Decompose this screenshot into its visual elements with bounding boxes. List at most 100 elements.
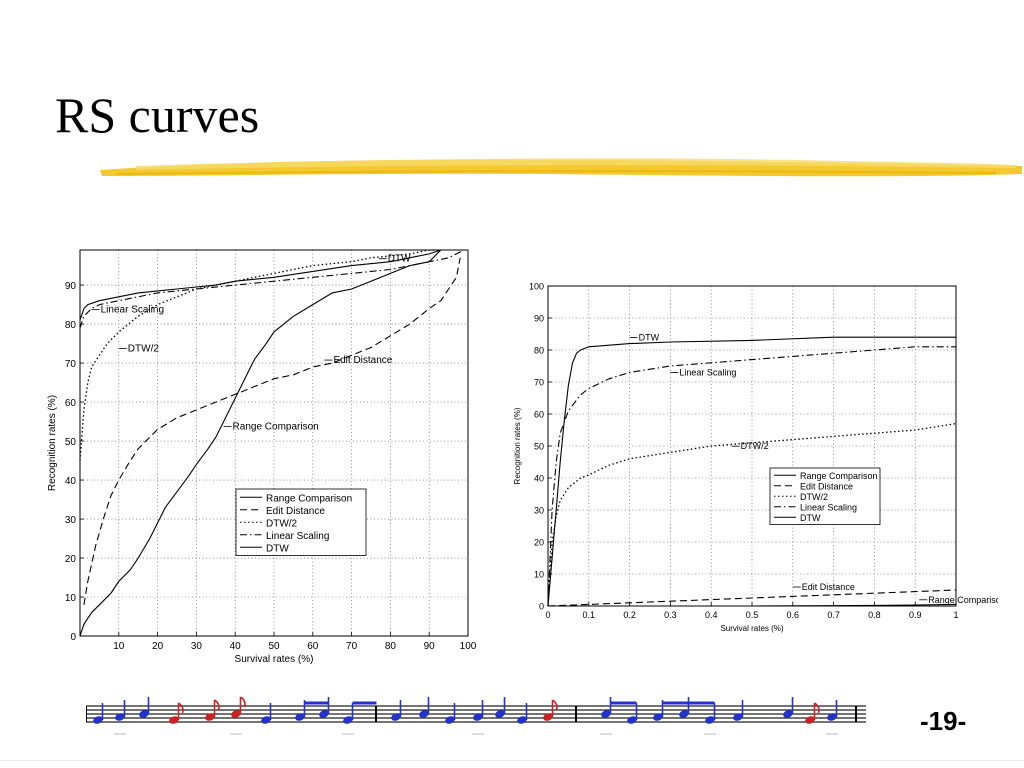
series-line-dtw-2 bbox=[79, 249, 437, 461]
bottom-rule bbox=[0, 760, 1024, 761]
y-tick-label: 50 bbox=[65, 437, 77, 448]
note-head bbox=[653, 713, 663, 721]
legend-label: Linear Scaling bbox=[800, 502, 857, 512]
x-tick-label: 0.3 bbox=[664, 610, 677, 620]
music-staff-decoration bbox=[86, 696, 866, 735]
x-tick-label: 70 bbox=[346, 641, 358, 652]
annotation-label: Edit Distance bbox=[333, 355, 392, 366]
legend-label: DTW bbox=[800, 513, 821, 523]
series-line-linear-scaling bbox=[547, 346, 956, 607]
note-flag bbox=[552, 699, 558, 711]
note-head bbox=[601, 710, 611, 718]
series-line-range-comparison bbox=[548, 603, 957, 607]
slide-title: RS curves bbox=[55, 87, 260, 143]
x-tick-label: 0.6 bbox=[787, 610, 800, 620]
y-tick-label: 30 bbox=[65, 515, 77, 526]
x-tick-label: 0.5 bbox=[746, 610, 759, 620]
note-head bbox=[419, 710, 429, 718]
y-tick-label: 70 bbox=[534, 378, 544, 388]
note-head bbox=[295, 713, 305, 721]
note-head bbox=[805, 716, 815, 724]
annotation-label: Linear Scaling bbox=[679, 368, 736, 378]
y-tick-label: 10 bbox=[534, 570, 544, 580]
y-tick-label: 80 bbox=[65, 320, 77, 331]
y-tick-label: 0 bbox=[539, 602, 544, 612]
note-flag bbox=[178, 702, 184, 714]
y-tick-label: 10 bbox=[65, 593, 77, 604]
note-head bbox=[783, 710, 793, 718]
x-tick-label: 80 bbox=[385, 641, 397, 652]
x-tick-label: 60 bbox=[307, 641, 319, 652]
note-head bbox=[343, 716, 353, 724]
note-head bbox=[495, 710, 505, 718]
x-tick-label: 90 bbox=[424, 641, 436, 652]
note-head bbox=[543, 713, 553, 721]
y-tick-label: 60 bbox=[65, 398, 77, 409]
x-tick-label: 10 bbox=[113, 641, 125, 652]
note-head bbox=[139, 710, 149, 718]
y-axis-label: Recognition rates (%) bbox=[513, 407, 522, 484]
note-head bbox=[205, 713, 215, 721]
x-tick-label: 0.7 bbox=[827, 610, 840, 620]
page-number: -19- bbox=[920, 706, 967, 736]
y-tick-label: 90 bbox=[65, 281, 77, 292]
legend-label: DTW/2 bbox=[800, 492, 828, 502]
x-axis-label: Survival rates (%) bbox=[235, 654, 314, 665]
note-flag bbox=[814, 702, 820, 714]
y-axis-label: Recognition rates (%) bbox=[47, 395, 58, 491]
note-head bbox=[679, 710, 689, 718]
x-tick-label: 50 bbox=[268, 641, 280, 652]
note-head bbox=[93, 716, 103, 724]
legend-label: DTW bbox=[266, 543, 289, 554]
annotation-label: Edit Distance bbox=[802, 582, 855, 592]
series-line-linear-scaling bbox=[79, 249, 465, 329]
legend-label: Range Comparison bbox=[800, 471, 878, 481]
note-head bbox=[391, 713, 401, 721]
chart-right: 0 0.1 0.2 0.3 0.4 0.5 0.6 0.7 0.8 0.9 101020304050… bbox=[513, 282, 998, 634]
x-tick-label: 1 bbox=[953, 610, 958, 620]
legend-box bbox=[769, 467, 881, 525]
chart-left: 10 20 30 40 50 60 70 80 90 100 0 10 20 30 40 50 60 70 80 90… bbox=[47, 249, 477, 665]
x-tick-label: 30 bbox=[191, 641, 203, 652]
x-tick-label: 40 bbox=[230, 641, 242, 652]
x-tick-label: 20 bbox=[152, 641, 164, 652]
note-head bbox=[627, 716, 637, 724]
legend-label: Edit Distance bbox=[266, 506, 325, 517]
legend-label: Edit Distance bbox=[800, 481, 853, 491]
note-flag bbox=[240, 696, 246, 708]
y-tick-label: 40 bbox=[65, 476, 77, 487]
y-tick-label: 50 bbox=[534, 442, 544, 452]
note-head bbox=[827, 713, 837, 721]
y-tick-label: 30 bbox=[534, 506, 544, 516]
series-line-edit-distance bbox=[547, 589, 957, 607]
note-head bbox=[115, 713, 125, 721]
x-tick-label: 0.2 bbox=[623, 610, 636, 620]
note-head bbox=[473, 713, 483, 721]
annotation-label: DTW/2 bbox=[741, 441, 769, 451]
x-axis-label: Survival rates (%) bbox=[720, 624, 783, 633]
annotation-label: Range Comparison bbox=[928, 595, 998, 605]
x-tick-label: 0.9 bbox=[909, 610, 922, 620]
series-line-edit-distance bbox=[83, 257, 461, 605]
annotation-label: Linear Scaling bbox=[101, 304, 164, 315]
legend-label: Linear Scaling bbox=[266, 531, 329, 542]
note-head bbox=[733, 713, 743, 721]
annotation-label: Range Comparison bbox=[233, 421, 319, 432]
y-tick-label: 20 bbox=[534, 538, 544, 548]
series-line-dtw bbox=[547, 336, 956, 607]
y-tick-label: 20 bbox=[65, 554, 77, 565]
y-tick-label: 0 bbox=[70, 632, 76, 643]
legend-label: DTW/2 bbox=[266, 518, 298, 529]
legend-label: Range Comparison bbox=[266, 493, 352, 504]
note-head bbox=[517, 716, 527, 724]
x-tick-label: 100 bbox=[460, 641, 477, 652]
note-flag bbox=[214, 699, 220, 711]
brush-stroke-divider bbox=[100, 158, 1022, 177]
note-head bbox=[169, 716, 179, 724]
x-tick-label: 0.4 bbox=[705, 610, 718, 620]
series-line-dtw-2 bbox=[547, 422, 957, 607]
annotation-label: DTW bbox=[639, 332, 660, 342]
annotation-label: DTW bbox=[388, 254, 411, 265]
y-tick-label: 40 bbox=[534, 474, 544, 484]
note-head bbox=[319, 710, 329, 718]
